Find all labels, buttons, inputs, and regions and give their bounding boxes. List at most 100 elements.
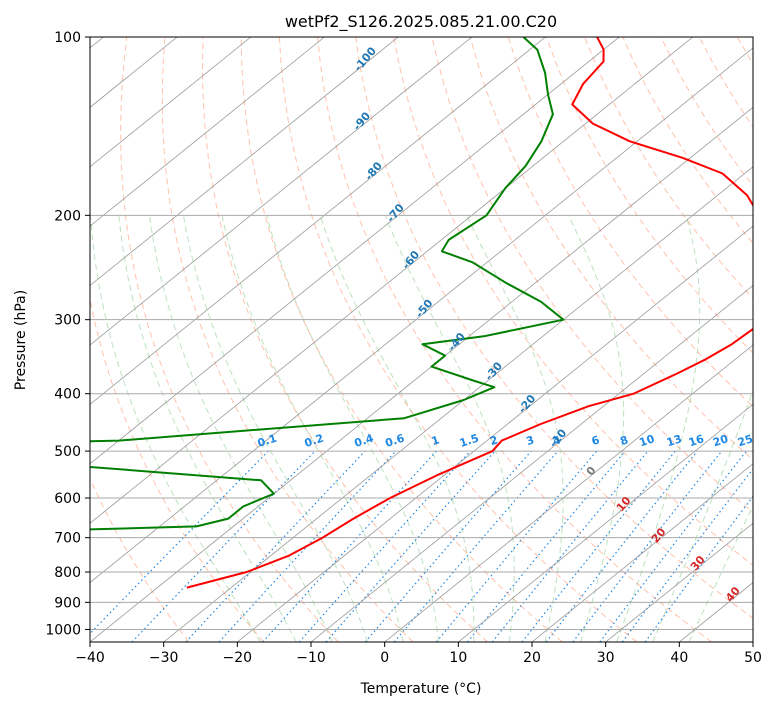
y-tick-label: 800 — [54, 565, 81, 581]
moist-adiabat-line — [118, 215, 297, 642]
dry-adiabat-line — [278, 37, 638, 642]
mixing-ratio-label: 25 — [736, 432, 755, 449]
dry-adiabat-line — [317, 37, 713, 642]
mixing-ratio-label: 0.6 — [384, 431, 407, 449]
mixing-ratio-label: 10 — [638, 432, 657, 449]
x-tick-label: 40 — [670, 650, 688, 666]
mixing-ratio-line — [131, 450, 316, 642]
y-axis: 100 200 300 400 500 600 700 800 900 1000 — [45, 30, 90, 638]
x-tick-label: 20 — [523, 650, 541, 666]
mixing-ratio-line — [545, 450, 698, 642]
mixing-ratio-label: 0.1 — [256, 432, 279, 450]
mixing-ratio-label: 0.4 — [353, 431, 376, 449]
x-tick-label: −20 — [223, 650, 253, 666]
mixing-ratio-label: 1 — [430, 433, 441, 448]
x-axis-title: Temperature (°C) — [360, 681, 482, 697]
mixing-ratio-line — [185, 450, 366, 642]
y-axis-title: Pressure (hPa) — [13, 290, 29, 390]
y-tick-label: 600 — [54, 491, 81, 507]
mixing-ratio-label: 6 — [590, 433, 602, 448]
y-tick-label: 900 — [54, 595, 81, 611]
dry-adiabats — [90, 37, 753, 642]
isotherm-line — [90, 37, 473, 346]
moist-adiabat-line — [616, 215, 701, 642]
isotherm-line — [90, 37, 546, 405]
isotherm-line — [90, 37, 620, 465]
y-tick-label: 400 — [54, 387, 81, 403]
moist-adiabat-line — [221, 215, 404, 642]
mixing-ratio-label: 20 — [711, 432, 730, 449]
mixing-ratio-line — [298, 450, 471, 642]
isobar-lines — [90, 37, 753, 630]
dewpoint-line — [90, 37, 565, 531]
x-tick-label: −30 — [149, 650, 179, 666]
isotherm-line — [90, 37, 694, 524]
y-tick-label: 1000 — [45, 622, 81, 638]
mixing-ratio-label: 0.2 — [303, 432, 326, 450]
chart-title: wetPf2_S126.2025.085.21.00.C20 — [285, 12, 557, 32]
x-tick-label: 10 — [449, 650, 467, 666]
dry-adiabat-line — [90, 477, 190, 642]
isotherm-line — [90, 37, 252, 168]
dry-adiabat-line — [201, 37, 488, 642]
isotherm-line — [90, 37, 399, 287]
moist-adiabats — [90, 215, 753, 642]
mixing-ratio-line — [621, 467, 753, 642]
mixing-ratio-label: 4 — [551, 433, 563, 448]
mixing-ratio-line — [325, 450, 496, 642]
isotherm-line — [605, 522, 753, 642]
x-tick-label: 0 — [380, 650, 389, 666]
plot-background — [90, 37, 753, 642]
mixing-ratio-line — [393, 450, 559, 642]
isotherm-line — [752, 641, 753, 642]
moist-adiabat-line — [688, 504, 753, 642]
temperature-line — [186, 37, 753, 589]
dry-adiabat-line — [120, 37, 339, 642]
y-tick-label: 100 — [54, 30, 81, 46]
isotherm-lines — [90, 37, 753, 642]
moist-adiabat-line — [652, 388, 753, 642]
moist-adiabat-line — [319, 215, 475, 642]
dry-adiabat-line — [240, 37, 563, 642]
x-tick-label: −10 — [296, 650, 326, 666]
moist-adiabat-line — [90, 215, 261, 642]
x-axis: −40 −30 −20 −10 0 10 20 30 40 50 — [75, 642, 762, 666]
moist-adiabat-line — [266, 215, 439, 642]
y-tick-label: 300 — [54, 313, 81, 329]
mixing-ratio-label: 2 — [488, 433, 499, 448]
mixing-ratio-line — [599, 450, 747, 642]
mixing-ratio-label: 3 — [525, 433, 536, 448]
mixing-ratio-label: 16 — [687, 432, 706, 449]
x-tick-label: 30 — [597, 650, 615, 666]
mixing-ratio-line — [521, 450, 676, 642]
moist-adiabat-line — [568, 215, 625, 642]
isotherm-line — [90, 47, 753, 584]
dry-adiabat-line — [90, 296, 264, 642]
dry-adiabat-line — [469, 37, 753, 461]
moist-adiabat-line — [149, 215, 333, 642]
x-tick-label: 50 — [744, 650, 762, 666]
isotherm-line — [384, 344, 753, 642]
x-tick-label: −40 — [75, 650, 105, 666]
moist-adiabat-line — [183, 215, 369, 642]
moist-adiabat-line — [384, 215, 515, 642]
moist-adiabat-line — [466, 215, 564, 642]
mixing-ratio-label: 8 — [619, 433, 630, 448]
sounding-series — [90, 37, 753, 589]
y-tick-label: 200 — [54, 208, 81, 224]
mixing-ratio-line — [218, 450, 397, 642]
dry-adiabat-line — [355, 37, 753, 619]
isotherm-line — [458, 403, 753, 642]
isotherm-line — [531, 463, 753, 642]
plot-frame — [89, 36, 754, 643]
mixing-ratio-line — [90, 450, 269, 635]
isotherm-line — [163, 166, 753, 642]
isotherm-line — [90, 37, 325, 227]
mixing-ratio-label: 13 — [665, 432, 684, 449]
dry-adiabat-line — [393, 37, 753, 566]
mixing-ratio-label: 1.5 — [458, 432, 481, 450]
isotherm-line — [237, 225, 753, 642]
y-tick-label: 500 — [54, 444, 81, 460]
y-tick-label: 700 — [54, 531, 81, 547]
